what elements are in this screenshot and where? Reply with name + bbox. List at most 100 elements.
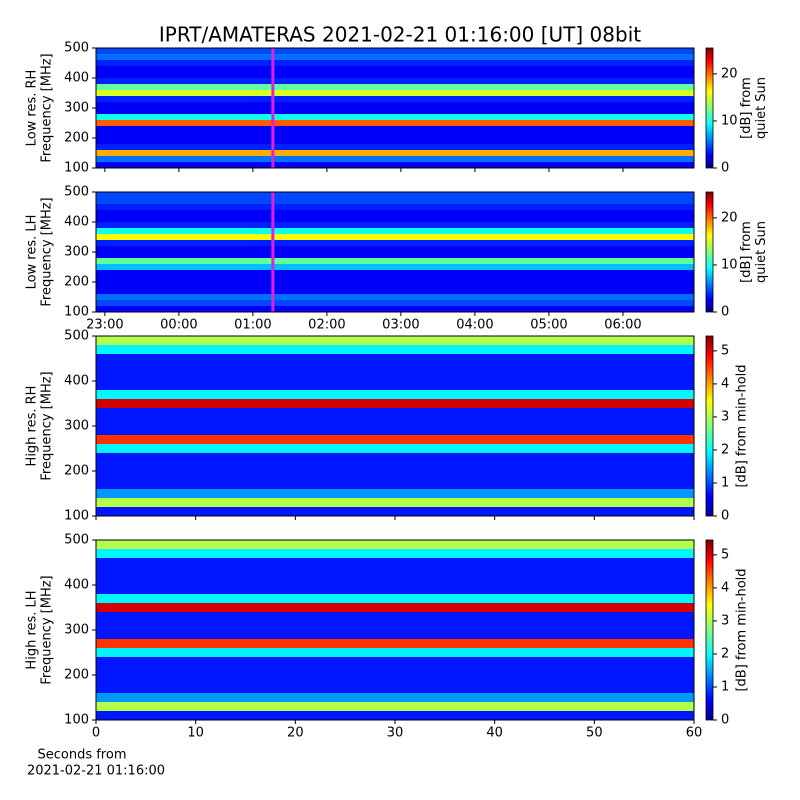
heatmap-cell bbox=[96, 126, 694, 132]
colorbar-tick-label: 0 bbox=[721, 161, 729, 176]
y-axis-label: Low res. RH bbox=[25, 70, 40, 147]
colorbar bbox=[705, 539, 714, 721]
heatmap-cell bbox=[96, 306, 694, 312]
heatmap-cell bbox=[96, 276, 694, 282]
colorbar-tick-label: 20 bbox=[721, 66, 738, 81]
heatmap-cell bbox=[96, 453, 694, 462]
x-tick-label: 30 bbox=[387, 726, 404, 741]
heatmap-cell bbox=[96, 108, 694, 114]
y-axis-label: High res. RH bbox=[25, 386, 40, 467]
heatmap-cell bbox=[96, 489, 694, 498]
y-tick-label: 100 bbox=[64, 713, 89, 728]
colorbar-tick-label: 5 bbox=[721, 547, 729, 562]
y-tick-label: 200 bbox=[64, 275, 89, 290]
heatmap-cell bbox=[96, 471, 694, 480]
heatmap-cell bbox=[96, 66, 694, 72]
heatmap-cell bbox=[96, 54, 694, 60]
x-tick-label: 05:00 bbox=[530, 318, 567, 333]
heatmap-cell bbox=[96, 558, 694, 567]
heatmap-cell bbox=[96, 594, 694, 603]
heatmap-cell bbox=[96, 282, 694, 288]
heatmap-cell bbox=[96, 216, 694, 222]
y-tick-label: 100 bbox=[64, 161, 89, 176]
heatmap-cell bbox=[96, 228, 694, 234]
colorbar-label: [dB] from min-hold bbox=[735, 364, 750, 487]
y-tick-label: 400 bbox=[64, 374, 89, 389]
heatmap-cell bbox=[96, 540, 694, 549]
y-tick-label: 300 bbox=[64, 101, 89, 116]
y-axis-label: Frequency [MHz] bbox=[40, 197, 55, 306]
heatmap-cell bbox=[96, 246, 694, 252]
y-tick-label: 200 bbox=[64, 464, 89, 479]
heatmap-cell bbox=[96, 144, 694, 150]
y-tick-label: 500 bbox=[64, 533, 89, 548]
heatmap-cell bbox=[96, 264, 694, 270]
heatmap-cell bbox=[96, 336, 694, 345]
x-tick-label: 01:00 bbox=[234, 318, 271, 333]
colorbar-tick-label: 0 bbox=[721, 509, 729, 524]
heatmap-cell bbox=[96, 381, 694, 390]
y-tick-label: 300 bbox=[64, 623, 89, 638]
colorbar-label: quiet Sun bbox=[754, 221, 769, 283]
y-tick-label: 500 bbox=[64, 41, 89, 56]
colorbar-tick-label: 0 bbox=[721, 305, 729, 320]
colorbar-tick-label: 10 bbox=[721, 257, 738, 272]
colorbar-tick-label: 4 bbox=[721, 580, 729, 595]
colorbar-label: quiet Sun bbox=[754, 77, 769, 139]
heatmap-cell bbox=[96, 84, 694, 90]
heatmap-cell bbox=[96, 240, 694, 246]
heatmap-cell bbox=[96, 630, 694, 639]
x-tick-label: 0 bbox=[92, 726, 100, 741]
heatmap-cell bbox=[96, 549, 694, 558]
colorbar-label: [dB] from bbox=[739, 77, 754, 139]
colorbar-tick-label: 3 bbox=[721, 613, 729, 628]
heatmap-cell bbox=[96, 585, 694, 594]
colorbar-tick-label: 5 bbox=[721, 343, 729, 358]
heatmap-cell bbox=[96, 300, 694, 306]
y-tick-label: 500 bbox=[64, 329, 89, 344]
heatmap-cell bbox=[96, 96, 694, 102]
colorbar-tick-label: 10 bbox=[721, 113, 738, 128]
heatmap-cell bbox=[96, 711, 694, 720]
y-tick-label: 300 bbox=[64, 419, 89, 434]
heatmap-cell bbox=[96, 288, 694, 294]
heatmap-cell bbox=[96, 234, 694, 240]
heatmap-cell bbox=[96, 399, 694, 408]
heatmap-cell bbox=[96, 222, 694, 228]
heatmap-cell bbox=[96, 354, 694, 363]
heatmap-cell bbox=[96, 657, 694, 666]
heatmap-cell bbox=[96, 90, 694, 96]
heatmap-cell bbox=[96, 462, 694, 471]
y-tick-label: 200 bbox=[64, 131, 89, 146]
heatmap-cell bbox=[96, 435, 694, 444]
heatmap-cell bbox=[96, 114, 694, 120]
y-tick-label: 500 bbox=[64, 185, 89, 200]
heatmap-cell bbox=[96, 648, 694, 657]
heatmap-cell bbox=[96, 498, 694, 507]
y-tick-label: 400 bbox=[64, 215, 89, 230]
colorbar-tick-label: 20 bbox=[721, 210, 738, 225]
heatmap-cell bbox=[96, 198, 694, 204]
colorbar-label: [dB] from bbox=[739, 221, 754, 283]
colorbar-tick-label: 4 bbox=[721, 376, 729, 391]
heatmap-cell bbox=[96, 48, 694, 54]
colorbar-label: [dB] from min-hold bbox=[735, 568, 750, 691]
y-axis-label: High res. LH bbox=[25, 590, 40, 669]
y-tick-label: 100 bbox=[64, 509, 89, 524]
heatmap-cell bbox=[96, 444, 694, 453]
y-tick-label: 300 bbox=[64, 245, 89, 260]
x-tick-label: 20 bbox=[287, 726, 304, 741]
colorbar bbox=[705, 335, 714, 517]
x-tick-label: 04:00 bbox=[456, 318, 493, 333]
x-tick-label: 50 bbox=[586, 726, 603, 741]
heatmap-cell bbox=[96, 270, 694, 276]
figure-title: IPRT/AMATERAS 2021-02-21 01:16:00 [UT] 0… bbox=[159, 23, 641, 47]
heatmap-cell bbox=[96, 138, 694, 144]
colorbar-tick-label: 2 bbox=[721, 442, 729, 457]
heatmap-cell bbox=[96, 702, 694, 711]
y-axis-label: Frequency [MHz] bbox=[40, 575, 55, 684]
heatmap-cell bbox=[96, 258, 694, 264]
x-tick-label: 10 bbox=[187, 726, 204, 741]
y-tick-label: 200 bbox=[64, 668, 89, 683]
